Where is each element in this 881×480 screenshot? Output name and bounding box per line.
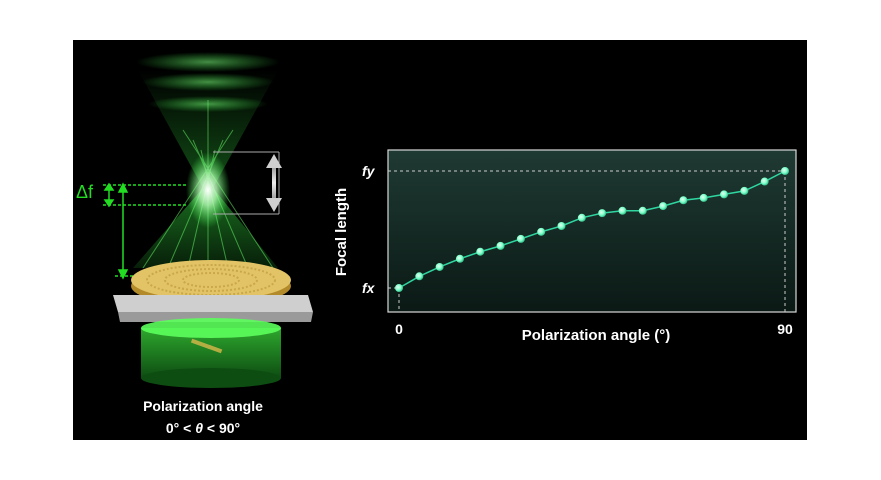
data-point-2 <box>435 262 444 271</box>
caption-polarization-title: Polarization angle <box>143 398 263 414</box>
data-point-11 <box>618 206 627 215</box>
data-point-10 <box>598 209 607 218</box>
data-point-14 <box>679 196 688 205</box>
light-source-cylinder <box>141 318 281 388</box>
data-point-3 <box>455 254 464 263</box>
reference-guides <box>388 170 786 312</box>
data-point-18 <box>760 177 769 186</box>
glass-substrate <box>113 295 313 322</box>
caption-range-prefix: 0° < <box>165 420 196 436</box>
plot-area <box>387 149 797 313</box>
caption-range-suffix: < 90° <box>203 420 241 436</box>
focal-length-chart: fy fx 0 90 Polarization angle (°) Focal … <box>333 149 797 344</box>
y-tick-fy: fy <box>362 163 376 179</box>
figure-panel: Δf Polarization angle 0° < θ < 90° <box>73 40 807 440</box>
data-point-5 <box>496 241 505 250</box>
data-point-7 <box>537 227 546 236</box>
y-tick-fx: fx <box>362 280 376 296</box>
y-axis-label: Focal length <box>333 188 350 276</box>
data-point-9 <box>577 213 586 222</box>
data-point-17 <box>740 186 749 195</box>
data-point-0 <box>395 284 403 292</box>
lower-beam-cone <box>133 188 278 268</box>
data-point-15 <box>699 193 708 202</box>
data-point-13 <box>659 202 668 211</box>
data-point-16 <box>720 190 729 199</box>
data-point-1 <box>415 272 424 281</box>
data-points <box>395 167 789 292</box>
data-point-12 <box>638 206 647 215</box>
data-point-8 <box>557 221 566 230</box>
focal-shift-arrow-icon <box>266 154 282 212</box>
x-axis-label: Polarization angle (°) <box>522 327 671 344</box>
caption-polarization-range: 0° < θ < 90° <box>93 420 313 436</box>
data-point-4 <box>476 247 485 256</box>
data-point-6 <box>516 234 525 243</box>
delta-f-label: Δf <box>76 182 94 202</box>
x-tick-90: 90 <box>777 321 793 337</box>
data-point-19 <box>781 167 789 175</box>
focal-spot <box>186 152 230 228</box>
caption-theta-symbol: θ <box>195 420 203 436</box>
metalens-illustration: Δf <box>76 52 313 388</box>
x-tick-0: 0 <box>395 321 403 337</box>
focal-range-bracket <box>213 151 280 215</box>
